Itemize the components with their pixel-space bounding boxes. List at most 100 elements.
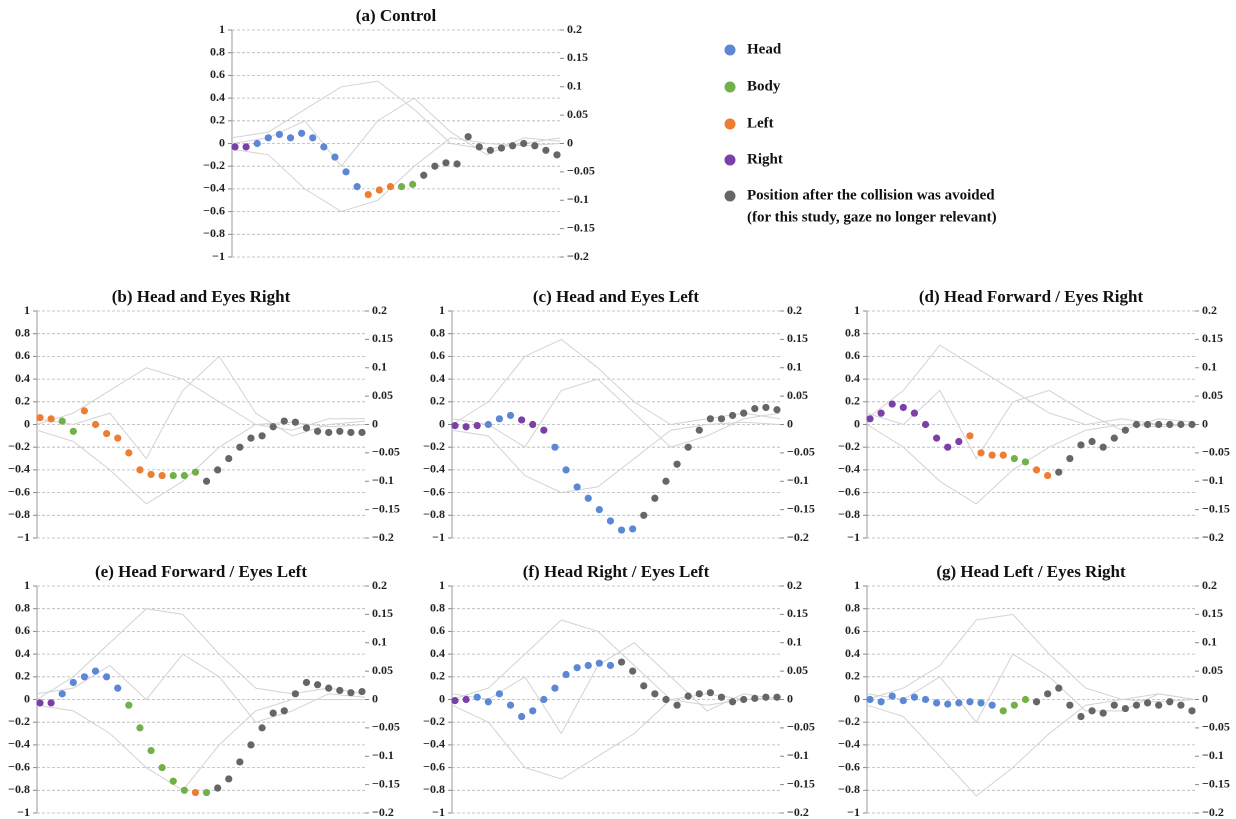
trajectory-dot xyxy=(495,690,504,698)
trajectory-dot xyxy=(214,784,222,792)
y2-tick-label: 0.05 xyxy=(372,388,393,402)
trajectory-dot xyxy=(302,678,311,687)
y-tick-label: 0.4 xyxy=(845,646,860,660)
y2-tick-label: 0.05 xyxy=(1202,388,1223,402)
trajectory-dot xyxy=(740,409,748,417)
trajectory-dot xyxy=(331,153,339,161)
trajectory-dot xyxy=(529,707,537,715)
trajectory-dot xyxy=(988,701,996,709)
y-tick-label: 0.8 xyxy=(430,325,445,339)
trajectory-dot xyxy=(136,724,144,732)
y2-tick-label: −0.05 xyxy=(567,164,595,178)
trajectory-dot xyxy=(520,139,528,148)
y-tick-label: 0.2 xyxy=(210,113,225,127)
trajectory-dot xyxy=(364,190,372,199)
trajectory-dot xyxy=(497,144,506,152)
trajectory-dot xyxy=(136,466,144,474)
y2-tick-label: 0.2 xyxy=(787,303,802,317)
y-tick-label: −0.8 xyxy=(838,782,860,796)
trajectory-dot xyxy=(347,428,355,437)
trajectory-dot xyxy=(275,130,284,139)
y-tick-label: −0.2 xyxy=(838,714,860,728)
background-trace xyxy=(451,421,781,494)
y2-tick-label: 0.1 xyxy=(372,635,387,649)
y2-tick-label: −0.1 xyxy=(1202,748,1224,762)
y-tick-label: −0.8 xyxy=(423,507,445,521)
trajectory-dot xyxy=(462,423,470,431)
trajectory-dot xyxy=(640,511,648,519)
y2-tick-label: −0.2 xyxy=(1202,530,1224,544)
trajectory-dot xyxy=(336,427,344,435)
y-tick-label: 1 xyxy=(854,303,860,317)
trajectory-dot xyxy=(999,451,1007,459)
y-tick-label: 0.2 xyxy=(430,669,445,683)
trajectory-dot xyxy=(1055,684,1063,692)
y-tick-label: 0 xyxy=(854,691,860,705)
y2-tick-label: 0 xyxy=(1202,691,1208,705)
y-tick-label: 0.2 xyxy=(845,669,860,683)
y-tick-label: −0.2 xyxy=(203,158,225,172)
trajectory-dot xyxy=(47,699,55,707)
y2-tick-label: −0.2 xyxy=(372,805,394,819)
trajectory-dot xyxy=(1044,471,1052,480)
trajectory-dot xyxy=(988,451,996,459)
y2-tick-label: 0.15 xyxy=(372,606,393,620)
background-trace xyxy=(36,355,366,460)
y2-tick-label: 0.1 xyxy=(1202,635,1217,649)
trajectory-dot xyxy=(921,695,930,704)
trajectory-dot xyxy=(158,471,166,480)
y-tick-label: −0.8 xyxy=(8,507,30,521)
trajectory-dot xyxy=(247,434,255,442)
trajectory-dot xyxy=(180,786,188,794)
y2-tick-label: 0.2 xyxy=(1202,578,1217,592)
y2-tick-label: 0.15 xyxy=(1202,606,1223,620)
trajectory-dot xyxy=(1088,437,1096,446)
trajectory-dot xyxy=(169,471,177,480)
legend-marker xyxy=(724,44,736,56)
trajectory-dot xyxy=(69,678,77,687)
y2-tick-label: 0.1 xyxy=(1202,360,1217,374)
trajectory-dot xyxy=(1010,454,1018,463)
trajectory-dot xyxy=(258,724,266,732)
y-tick-label: 1 xyxy=(439,578,445,592)
trajectory-dot xyxy=(80,407,89,415)
y-tick-label: −0.8 xyxy=(838,507,860,521)
y2-tick-label: 0.15 xyxy=(787,606,808,620)
trajectory-dot xyxy=(397,183,406,191)
legend-marker xyxy=(724,118,736,130)
background-trace xyxy=(866,698,1196,797)
y2-tick-label: −0.1 xyxy=(1202,473,1224,487)
trajectory-dot xyxy=(1132,420,1141,429)
trajectory-dot xyxy=(451,697,459,705)
background-trace xyxy=(866,389,1196,460)
y-tick-label: 0.4 xyxy=(845,371,860,385)
background-trace xyxy=(866,423,1196,505)
y2-tick-label: 0.2 xyxy=(1202,303,1217,317)
background-trace xyxy=(36,653,366,723)
y2-tick-label: −0.2 xyxy=(1202,805,1224,819)
y-tick-label: −0.6 xyxy=(838,484,860,498)
trajectory-dot xyxy=(158,764,166,772)
trajectory-dot xyxy=(264,134,272,142)
trajectory-dot xyxy=(728,698,737,706)
y-tick-label: 0.2 xyxy=(15,669,30,683)
trajectory-dot xyxy=(1188,707,1196,715)
y-tick-label: 0.4 xyxy=(15,646,30,660)
y-tick-label: −0.6 xyxy=(203,203,225,217)
legend-marker xyxy=(724,190,736,202)
trajectory-dot xyxy=(214,466,222,474)
trajectory-dot xyxy=(617,658,626,666)
background-trace xyxy=(451,642,781,735)
y2-tick-label: −0.15 xyxy=(1202,501,1230,515)
trajectory-dot xyxy=(442,159,450,167)
y-tick-label: 0.4 xyxy=(210,90,225,104)
legend-marker xyxy=(724,81,736,93)
y-tick-label: 0.8 xyxy=(15,325,30,339)
y-tick-label: 0.6 xyxy=(15,623,30,637)
y-tick-label: 1 xyxy=(439,303,445,317)
trajectory-dot xyxy=(910,693,919,701)
y-tick-label: −0.4 xyxy=(838,737,860,751)
panel: (f) Head Right / Eyes Left −1 −0.8 −0.6 −0.4… xyxy=(423,562,815,819)
trajectory-dot xyxy=(977,699,985,707)
trajectory-dot xyxy=(247,741,255,749)
